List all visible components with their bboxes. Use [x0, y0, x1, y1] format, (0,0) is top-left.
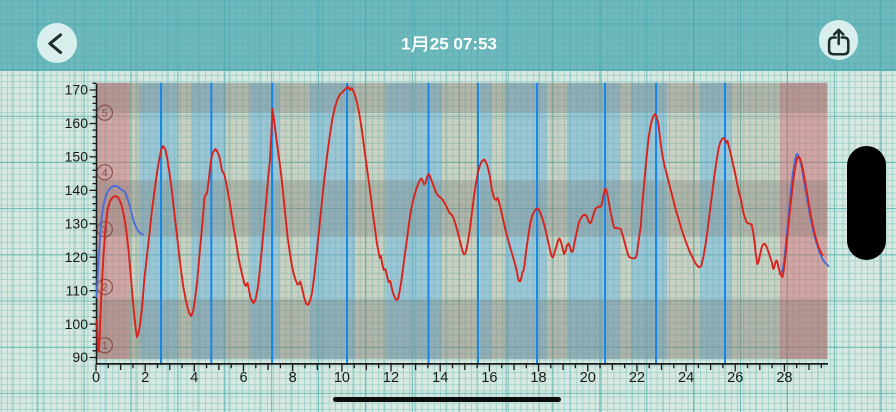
svg-text:18: 18	[530, 370, 546, 386]
svg-text:130: 130	[65, 216, 89, 232]
svg-text:90: 90	[72, 349, 88, 365]
svg-text:140: 140	[65, 182, 89, 198]
svg-text:25 07:53: 25 07:53	[430, 34, 497, 53]
svg-text:0: 0	[92, 370, 100, 386]
svg-text:28: 28	[776, 370, 792, 386]
svg-text:160: 160	[65, 115, 89, 131]
svg-text:2: 2	[102, 282, 108, 294]
svg-text:20: 20	[580, 370, 596, 386]
svg-text:170: 170	[65, 82, 89, 98]
svg-text:8: 8	[289, 370, 297, 386]
svg-text:5: 5	[102, 107, 108, 119]
svg-text:120: 120	[65, 249, 89, 265]
svg-text:110: 110	[66, 282, 89, 298]
svg-text:12: 12	[383, 370, 399, 386]
svg-text:150: 150	[65, 149, 89, 165]
svg-text:10: 10	[334, 370, 350, 386]
svg-text:1: 1	[401, 34, 410, 53]
svg-text:16: 16	[481, 370, 497, 386]
svg-text:100: 100	[65, 316, 89, 332]
svg-text:1: 1	[102, 340, 108, 352]
svg-text:24: 24	[678, 370, 694, 386]
svg-text:26: 26	[727, 370, 743, 386]
svg-text:22: 22	[629, 370, 645, 386]
svg-text:6: 6	[239, 370, 247, 386]
svg-text:4: 4	[102, 167, 108, 179]
svg-text:4: 4	[190, 370, 198, 386]
svg-text:2: 2	[141, 370, 149, 386]
svg-text:14: 14	[432, 370, 448, 386]
